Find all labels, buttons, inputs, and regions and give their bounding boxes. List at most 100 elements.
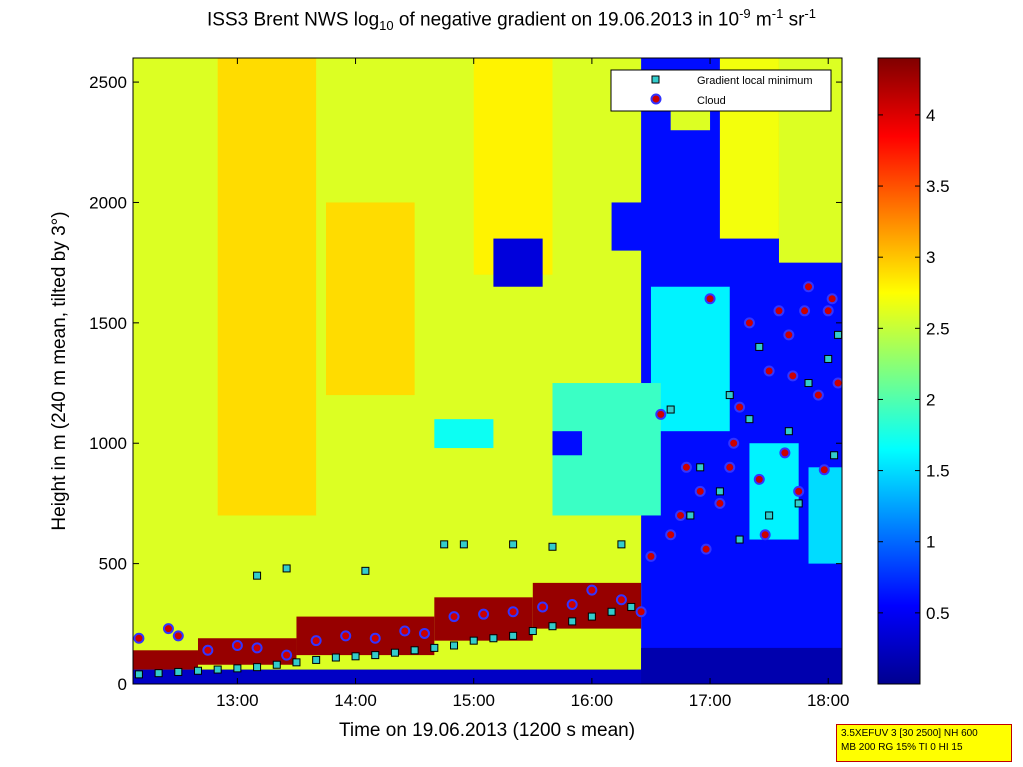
colorbar-tick-label: 3.5 xyxy=(926,177,950,196)
gradient-min-point xyxy=(361,566,370,575)
colorbar-tick-label: 2 xyxy=(926,390,935,409)
heatmap-region-9 xyxy=(552,431,583,456)
legend: Gradient local minimum Cloud xyxy=(610,69,832,112)
gradient-min-point xyxy=(607,607,616,616)
infobox-line2: MB 200 RG 15% TI 0 HI 15 xyxy=(841,742,963,753)
gradient-min-point xyxy=(509,540,518,549)
legend-box xyxy=(610,69,832,112)
gradient-min-point xyxy=(174,667,183,676)
cloud-point xyxy=(340,630,352,642)
cloud-point xyxy=(763,365,775,377)
cloud-point xyxy=(665,529,677,541)
cloud-point xyxy=(743,317,755,329)
gradient-min-point xyxy=(351,652,360,661)
gradient-min-point xyxy=(253,571,262,580)
cloud-point xyxy=(759,529,771,541)
heatmap-region-5 xyxy=(650,286,730,432)
cloud-point xyxy=(655,408,667,420)
cloud-point xyxy=(586,584,598,596)
heatmap-region-7 xyxy=(434,419,494,449)
cloud-point xyxy=(787,370,799,382)
gradient-min-point xyxy=(784,427,793,436)
gradient-min-point xyxy=(440,540,449,549)
gradient-min-point xyxy=(282,564,291,573)
heatmap-region-18 xyxy=(197,638,297,665)
cloud-point xyxy=(724,461,736,473)
cloud-point xyxy=(803,281,815,293)
legend-label-cloud: Cloud xyxy=(697,95,726,107)
gradient-min-point xyxy=(154,669,163,678)
heatmap-region-10 xyxy=(611,202,671,251)
chart-title: ISS3 Brent NWS log10 of negative gradien… xyxy=(0,6,1023,33)
y-tick-label: 2500 xyxy=(89,73,127,92)
cloud-point xyxy=(793,485,805,497)
gradient-min-point xyxy=(696,463,705,472)
cloud-point xyxy=(700,543,712,555)
gradient-min-point xyxy=(548,622,557,631)
heatmap-region-2 xyxy=(326,202,415,396)
gradient-min-point xyxy=(617,540,626,549)
cloud-point xyxy=(172,630,184,642)
x-tick-label: 16:00 xyxy=(571,691,614,710)
gradient-min-point xyxy=(430,643,439,652)
gradient-min-point xyxy=(725,391,734,400)
gradient-min-point xyxy=(755,342,764,351)
cloud-point xyxy=(635,606,647,618)
x-tick-label: 18:00 xyxy=(807,691,850,710)
cloud-point xyxy=(478,608,490,620)
gradient-min-point xyxy=(715,487,724,496)
gradient-min-point xyxy=(509,631,518,640)
cloud-point xyxy=(162,623,174,635)
gradient-min-point xyxy=(765,511,774,520)
heatmap-region-17 xyxy=(133,650,198,670)
x-axis: 13:00 14:00 15:00 16:00 17:00 18:00 xyxy=(216,58,849,710)
cloud-point xyxy=(680,461,692,473)
y-tick-label: 0 xyxy=(118,675,127,694)
cloud-point xyxy=(537,601,549,613)
cloud-point xyxy=(645,550,657,562)
y-axis: 0 500 1000 1500 2000 2500 xyxy=(89,73,842,694)
cloud-point xyxy=(753,473,765,485)
colorbar-tick-label: 3 xyxy=(926,248,935,267)
cloud-point xyxy=(133,632,145,644)
gradient-min-point xyxy=(410,646,419,655)
gradient-min-point xyxy=(824,354,833,363)
title-sub: 10 xyxy=(379,18,394,34)
cloud-point xyxy=(231,639,243,651)
gradient-min-point xyxy=(804,379,813,388)
heatmap-region-22 xyxy=(641,647,842,684)
cloud-point xyxy=(818,464,830,476)
gradient-min-point xyxy=(459,540,468,549)
cloud-point xyxy=(566,599,578,611)
gradient-min-point xyxy=(834,330,842,339)
heatmap-region-8 xyxy=(493,238,543,287)
heatmap-region-14 xyxy=(749,443,799,540)
cloud-point xyxy=(202,644,214,656)
colorbar-ticks: 0.5 1 1.5 2 2.5 3 3.5 4 xyxy=(878,106,950,623)
title-sup3: -1 xyxy=(804,6,816,21)
cloud-point xyxy=(799,305,811,317)
cloud-point xyxy=(826,293,838,305)
title-mid2: m xyxy=(750,9,772,31)
gradient-min-point xyxy=(233,664,242,673)
gradient-min-point xyxy=(331,653,340,662)
cloud-point xyxy=(783,329,795,341)
gradient-min-point xyxy=(469,636,478,645)
cloud-point xyxy=(399,625,411,637)
gradient-min-point xyxy=(312,655,321,664)
gradient-min-point xyxy=(627,602,636,611)
gradient-min-point xyxy=(390,648,399,657)
gradient-min-point xyxy=(528,627,537,636)
gradient-min-point xyxy=(213,665,222,674)
title-sup2: -1 xyxy=(771,6,784,21)
cloud-point xyxy=(822,305,834,317)
heatmap-regions xyxy=(133,58,842,684)
gradient-min-point xyxy=(686,511,695,520)
gradient-min-point xyxy=(272,660,281,669)
y-tick-label: 1000 xyxy=(89,434,127,453)
y-tick-label: 1500 xyxy=(89,314,127,333)
colorbar xyxy=(877,57,921,685)
gradient-min-point xyxy=(568,617,577,626)
plot-frame xyxy=(132,57,843,685)
